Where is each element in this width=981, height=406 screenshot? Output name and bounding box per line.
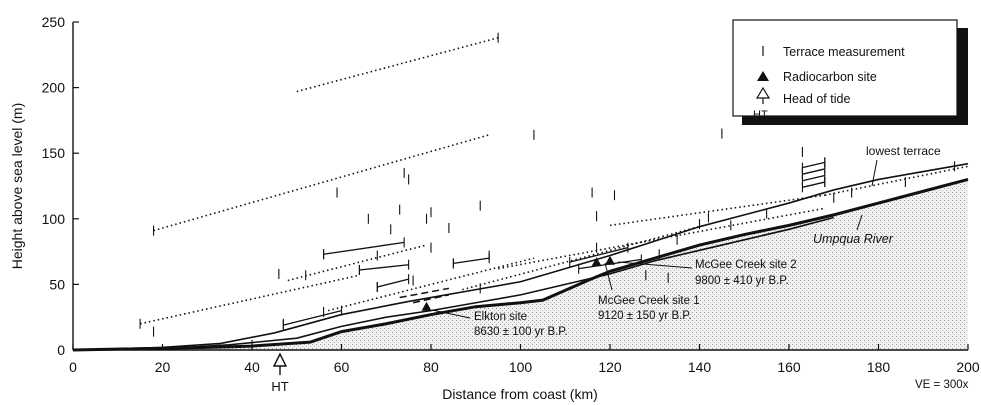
legend-ht-sublabel: HT: [753, 109, 768, 121]
y-axis-label: Height above sea level (m): [9, 103, 25, 270]
terrace-segment: [569, 247, 629, 263]
terrace-segment: [462, 224, 705, 291]
x-tick-label: 40: [244, 359, 260, 375]
legend: Terrace measurement Radiocarbon site Hea…: [732, 19, 968, 125]
terrace-segment: [412, 294, 450, 304]
terrace-segment: [802, 168, 825, 175]
y-tick-label: 150: [42, 145, 66, 161]
terrace-segment: [377, 278, 409, 288]
x-tick-label: 100: [509, 359, 533, 375]
legend-radiocarbon-symbol: [757, 71, 769, 81]
elkton-site-date: 8630 ± 100 yr B.P.: [474, 326, 568, 338]
x-tick-label: 80: [423, 359, 439, 375]
terrace-segment: [153, 134, 490, 232]
terrace-segment: [399, 287, 450, 299]
y-axis-ticks: 0 50 100 150 200 250: [42, 14, 79, 358]
profile-lines: [72, 162, 969, 352]
lowest-terrace-label: lowest terrace: [866, 144, 941, 158]
x-axis-label: Distance from coast (km): [442, 386, 598, 402]
legend-box: [732, 19, 958, 117]
elkton-site-label: Elkton site: [474, 311, 527, 323]
x-tick-label: 140: [688, 359, 712, 375]
head-of-tide-label: HT: [271, 379, 288, 394]
y-tick-label: 100: [42, 211, 66, 227]
x-tick-label: 0: [69, 359, 77, 375]
upper-terrace-profile: [72, 216, 834, 351]
terrace-segment: [453, 257, 490, 265]
x-tick-label: 120: [598, 359, 622, 375]
radiocarbon-sites: [421, 255, 615, 311]
umpqua-river-profile: [72, 177, 969, 352]
terrace-segment: [609, 194, 825, 227]
terrace-segment: [802, 174, 825, 182]
terrace-segment: [296, 36, 499, 93]
mcgee-2-leader: [617, 261, 693, 269]
mcgee-site-1-label: McGee Creek site 1: [598, 295, 700, 307]
legend-radiocarbon-label: Radiocarbon site: [783, 70, 877, 84]
radiocarbon-site-marker: [421, 301, 432, 311]
radiocarbon-site-marker: [605, 255, 615, 265]
terrace-segment: [824, 165, 969, 196]
y-tick-label: 200: [42, 80, 66, 96]
mcgee-site-1-date: 9120 ± 150 yr B.P.: [598, 310, 692, 322]
x-tick-label: 160: [777, 359, 801, 375]
x-tick-label: 60: [334, 359, 350, 375]
y-tick-label: 0: [57, 342, 65, 358]
x-tick-label: 20: [155, 359, 171, 375]
legend-head-of-tide-label: Head of tide: [783, 92, 850, 106]
x-axis-ticks: 0 20 40 60 80 100 120 140 160 180 200: [69, 344, 980, 375]
terrace-measurements: [139, 32, 956, 350]
lowest-terrace-profile: [72, 162, 969, 351]
radiocarbon-site-marker: [591, 257, 602, 267]
legend-terrace-label: Terrace measurement: [783, 45, 905, 59]
mcgee-1-leader: [604, 262, 613, 291]
lowest-terrace-leader: [871, 159, 878, 187]
x-tick-label: 200: [956, 359, 980, 375]
terrace-segment: [283, 310, 342, 326]
river-label-leader: [856, 214, 863, 231]
mcgee-site-2-label: McGee Creek site 2: [695, 259, 797, 271]
elkton-leader: [431, 309, 471, 319]
head-of-tide-marker: [272, 352, 288, 375]
ve-label: VE = 300x: [915, 379, 969, 391]
umpqua-river-label: Umpqua River: [813, 232, 894, 246]
valley-fill-area: [73, 179, 968, 350]
terrace-segment: [139, 274, 360, 325]
terrace-segment: [287, 244, 427, 282]
terrace-segment: [359, 264, 409, 271]
terrace-segment: [323, 241, 405, 255]
terrace-segment: [802, 161, 825, 169]
terrace-segment: [497, 207, 825, 270]
y-tick-label: 50: [49, 276, 65, 292]
x-tick-label: 180: [867, 359, 891, 375]
mcgee-site-2-date: 9800 ± 410 yr B.P.: [695, 275, 789, 287]
terrace-segment: [802, 181, 825, 188]
y-tick-label: 250: [42, 14, 66, 30]
legend-head-of-tide-symbol: [755, 86, 771, 104]
